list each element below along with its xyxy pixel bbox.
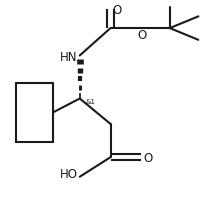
Text: O: O — [138, 29, 147, 42]
Text: &1: &1 — [85, 99, 95, 105]
Text: HN: HN — [60, 51, 78, 64]
Text: HO: HO — [59, 168, 78, 181]
Text: O: O — [143, 152, 152, 165]
Text: O: O — [112, 4, 122, 17]
